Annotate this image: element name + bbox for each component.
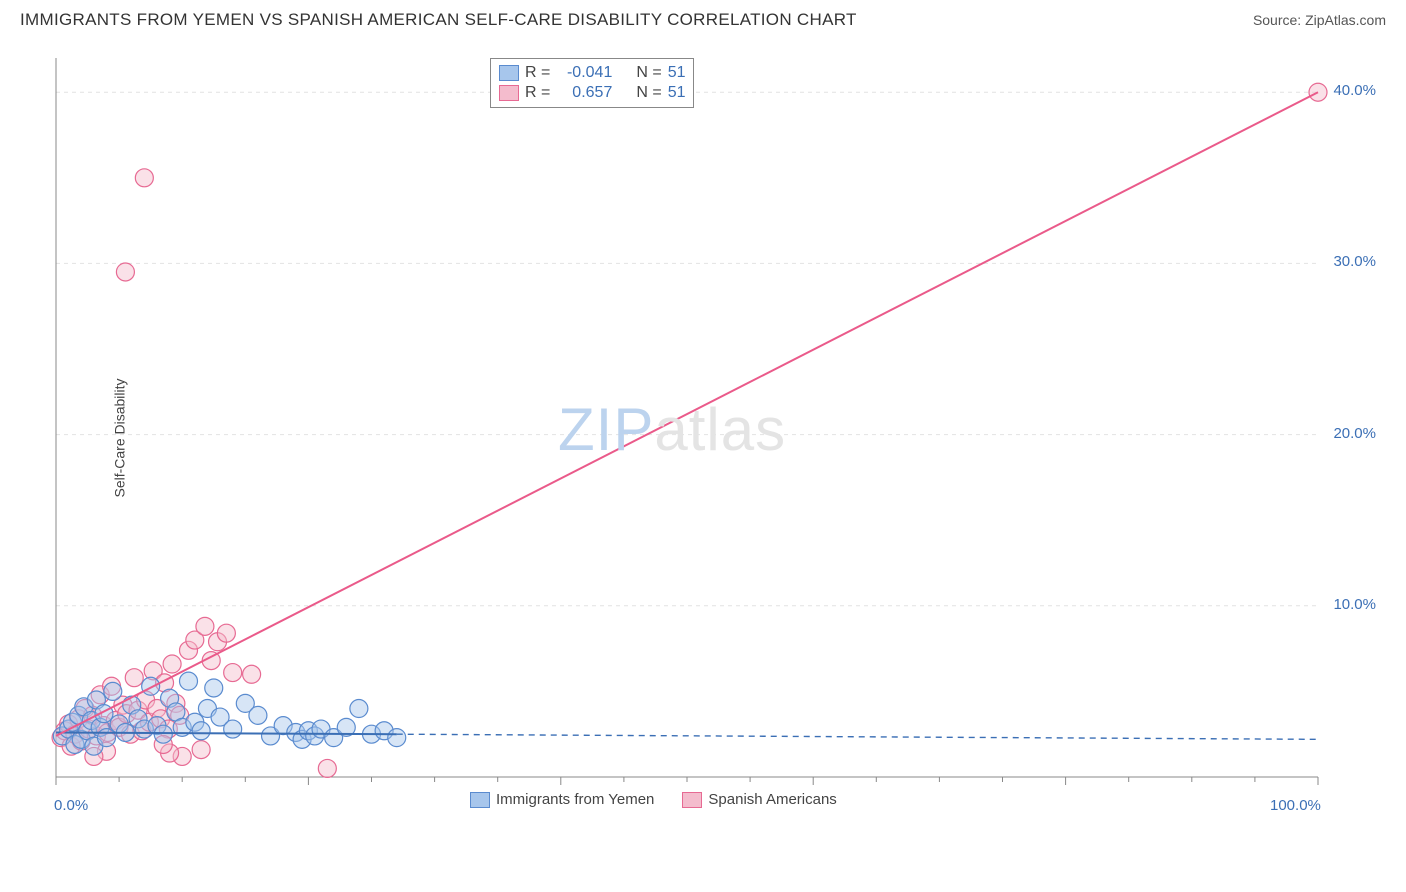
data-point bbox=[350, 700, 368, 718]
legend-swatch bbox=[470, 792, 490, 808]
series-legend-item: Spanish Americans bbox=[682, 791, 836, 808]
y-tick-label: 40.0% bbox=[1333, 82, 1376, 99]
chart-title: IMMIGRANTS FROM YEMEN VS SPANISH AMERICA… bbox=[20, 10, 857, 30]
series-legend: Immigrants from Yemen Spanish Americans bbox=[470, 791, 837, 808]
data-point bbox=[180, 672, 198, 690]
legend-label: Immigrants from Yemen bbox=[496, 791, 654, 808]
data-point bbox=[192, 741, 210, 759]
legend-swatch bbox=[499, 65, 519, 81]
data-point bbox=[388, 729, 406, 747]
y-tick-label: 20.0% bbox=[1333, 425, 1376, 442]
data-point bbox=[249, 706, 267, 724]
x-tick-label: 0.0% bbox=[54, 797, 88, 814]
n-value: 51 bbox=[668, 84, 686, 102]
data-point bbox=[142, 677, 160, 695]
legend-label: Spanish Americans bbox=[708, 791, 836, 808]
data-point bbox=[135, 169, 153, 187]
trend-line bbox=[56, 92, 1318, 736]
chart-header: IMMIGRANTS FROM YEMEN VS SPANISH AMERICA… bbox=[0, 0, 1406, 36]
y-tick-label: 10.0% bbox=[1333, 596, 1376, 613]
legend-swatch bbox=[682, 792, 702, 808]
stats-row: R = -0.041 N = 51 bbox=[499, 63, 685, 83]
r-value: -0.041 bbox=[556, 64, 612, 82]
r-value: 0.657 bbox=[556, 84, 612, 102]
data-point bbox=[243, 665, 261, 683]
stats-row: R = 0.657 N = 51 bbox=[499, 83, 685, 103]
data-point bbox=[154, 725, 172, 743]
data-point bbox=[104, 682, 122, 700]
legend-swatch bbox=[499, 85, 519, 101]
n-label: N = bbox=[636, 64, 661, 82]
data-point bbox=[116, 263, 134, 281]
data-point bbox=[97, 729, 115, 747]
data-point bbox=[224, 664, 242, 682]
data-point bbox=[205, 679, 223, 697]
r-label: R = bbox=[525, 84, 550, 102]
data-point bbox=[217, 624, 235, 642]
data-point bbox=[224, 720, 242, 738]
scatter-plot bbox=[48, 50, 1386, 825]
x-tick-label: 100.0% bbox=[1270, 797, 1321, 814]
data-point bbox=[163, 655, 181, 673]
y-tick-label: 30.0% bbox=[1333, 253, 1376, 270]
chart-area: Self-Care Disability ZIPatlas R = -0.041… bbox=[48, 50, 1386, 825]
data-point bbox=[192, 722, 210, 740]
data-point bbox=[196, 617, 214, 635]
n-value: 51 bbox=[668, 64, 686, 82]
series-legend-item: Immigrants from Yemen bbox=[470, 791, 654, 808]
r-label: R = bbox=[525, 64, 550, 82]
data-point bbox=[318, 759, 336, 777]
data-point bbox=[125, 669, 143, 687]
chart-source: Source: ZipAtlas.com bbox=[1253, 12, 1386, 28]
n-label: N = bbox=[636, 84, 661, 102]
stats-legend: R = -0.041 N = 51 R = 0.657 N = 51 bbox=[490, 58, 694, 108]
trend-line-dashed bbox=[397, 734, 1318, 739]
